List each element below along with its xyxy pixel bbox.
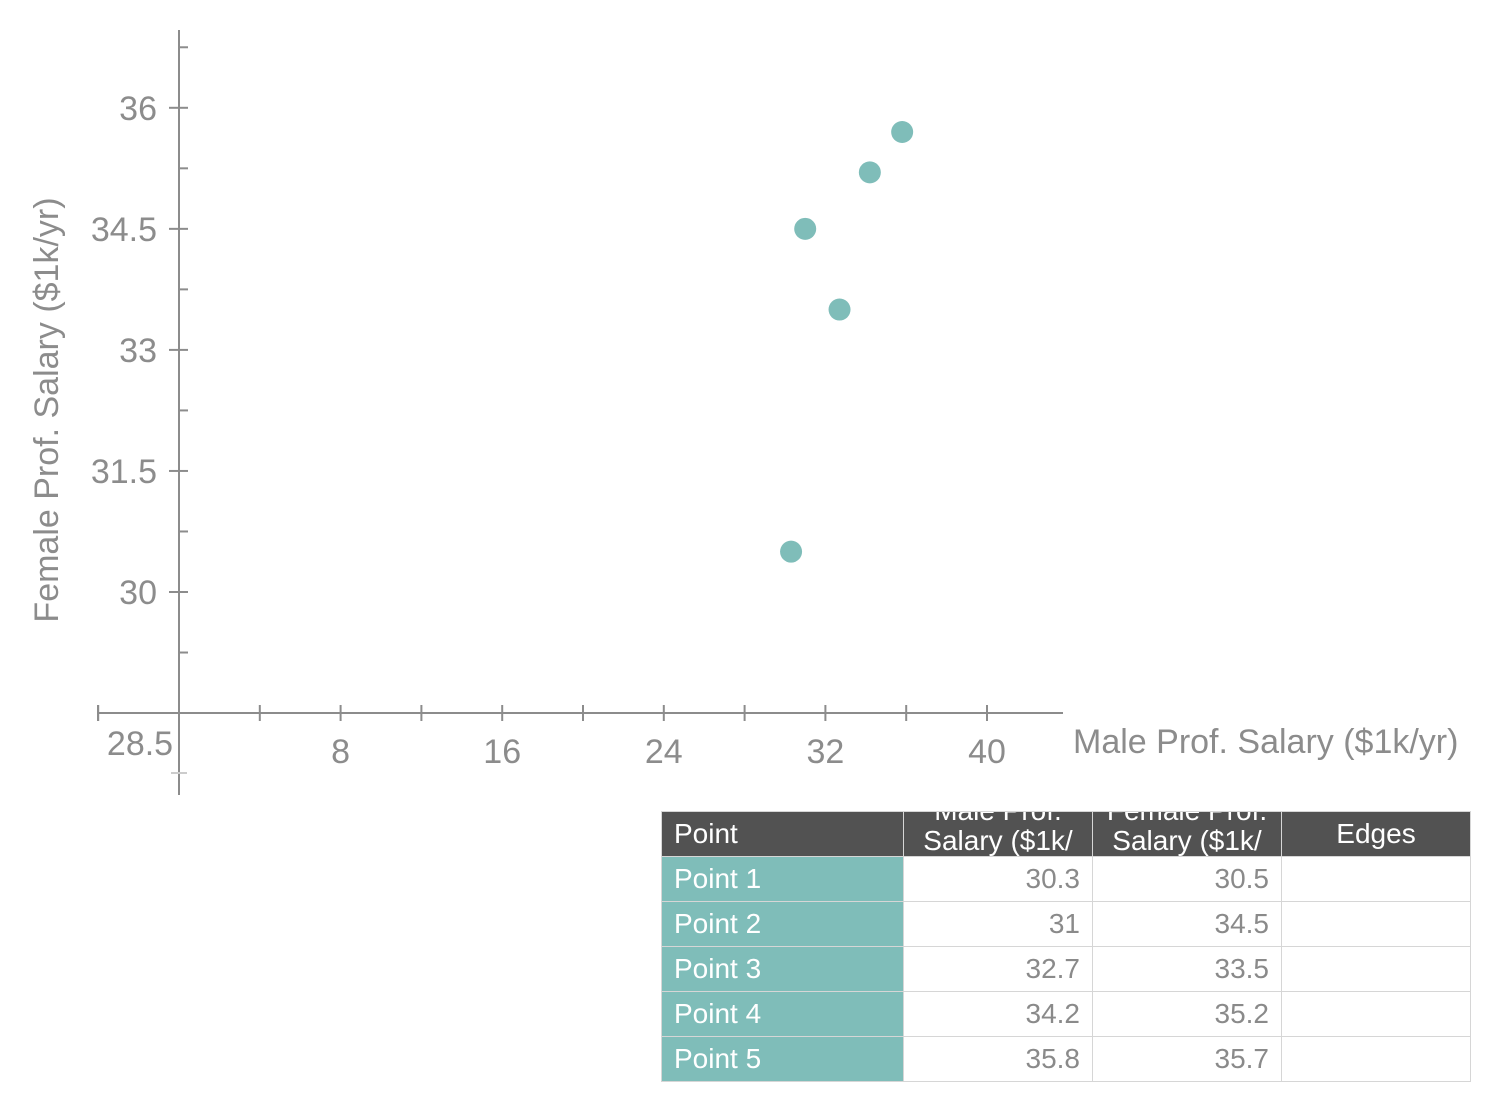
x-tick-label: 8: [331, 733, 350, 771]
edges-value: [1281, 946, 1471, 992]
x-tick-label: 16: [483, 733, 521, 771]
scatter-chart: 8 16 24 32 40 28.5 30 31.5 33 34.5 36 Male Prof. S…: [28, 30, 1458, 795]
header-male-line1: Male Prof.: [916, 813, 1080, 827]
point-label: Point 2: [661, 901, 904, 947]
table-row: Point 5 35.8 35.7: [661, 1036, 1471, 1082]
y-tick-label: 30: [119, 574, 157, 612]
x-origin-label: 28.5: [107, 725, 173, 763]
data-point: [794, 217, 817, 240]
header-female-salary: Female Prof. Salary ($1k/: [1092, 811, 1282, 857]
data-point: [891, 121, 914, 144]
x-tick-label: 32: [806, 733, 844, 771]
x-tick-label: 40: [968, 733, 1006, 771]
header-point: Point: [661, 811, 904, 857]
table-row: Point 4 34.2 35.2: [661, 991, 1471, 1037]
data-table: Point Male Prof. Salary ($1k/ Female Pro…: [661, 811, 1471, 1082]
table-row: Point 2 31 34.5: [661, 901, 1471, 947]
point-label: Point 5: [661, 1036, 904, 1082]
data-point: [828, 298, 851, 321]
male-value: 34.2: [903, 991, 1093, 1037]
male-value: 32.7: [903, 946, 1093, 992]
edges-value: [1281, 991, 1471, 1037]
data-point: [858, 161, 881, 184]
y-tick-label: 34.5: [91, 211, 157, 249]
point-label: Point 4: [661, 991, 904, 1037]
point-label: Point 3: [661, 946, 904, 992]
table-header-row: Point Male Prof. Salary ($1k/ Female Pro…: [661, 811, 1471, 857]
female-value: 34.5: [1092, 901, 1282, 947]
female-value: 35.7: [1092, 1036, 1282, 1082]
x-tick-label: 24: [645, 733, 683, 771]
y-tick-label: 31.5: [91, 453, 157, 491]
male-value: 31: [903, 901, 1093, 947]
data-points: [780, 121, 914, 563]
female-value: 33.5: [1092, 946, 1282, 992]
header-male-line2: Salary ($1k/: [923, 825, 1073, 856]
y-axis-title: Female Prof. Salary ($1k/yr): [28, 197, 66, 622]
female-value: 30.5: [1092, 856, 1282, 902]
male-value: 35.8: [903, 1036, 1093, 1082]
header-female-line2: Salary ($1k/: [1112, 825, 1262, 856]
data-point: [780, 540, 803, 563]
y-tick-label: 33: [119, 332, 157, 370]
table-row: Point 1 30.3 30.5: [661, 856, 1471, 902]
male-value: 30.3: [903, 856, 1093, 902]
y-tick-label: 36: [119, 90, 157, 128]
header-female-line1: Female Prof.: [1105, 813, 1269, 827]
edges-value: [1281, 901, 1471, 947]
point-label: Point 1: [661, 856, 904, 902]
axes: 8 16 24 32 40 28.5 30 31.5 33 34.5 36: [91, 30, 1063, 795]
edges-value: [1281, 1036, 1471, 1082]
female-value: 35.2: [1092, 991, 1282, 1037]
header-male-salary: Male Prof. Salary ($1k/: [903, 811, 1093, 857]
edges-value: [1281, 856, 1471, 902]
header-edges: Edges: [1281, 811, 1471, 857]
x-axis-title: Male Prof. Salary ($1k/yr): [1073, 723, 1458, 761]
table-row: Point 3 32.7 33.5: [661, 946, 1471, 992]
